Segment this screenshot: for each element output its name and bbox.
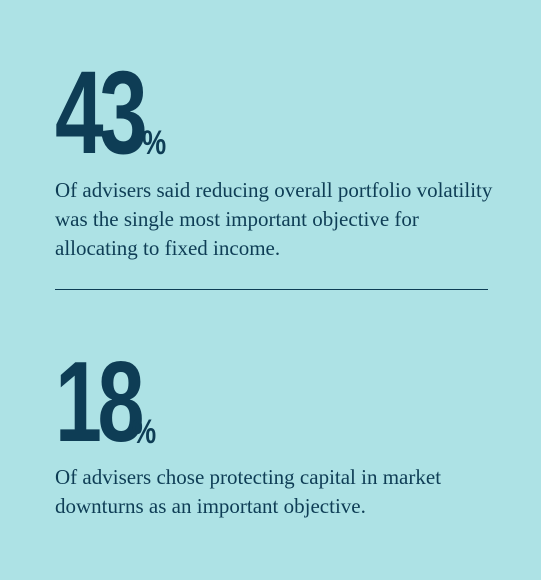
stat-figure: 43 % xyxy=(55,40,495,172)
divider xyxy=(55,289,488,290)
stat-number: 18 xyxy=(55,339,144,466)
stat-figure: 18 % xyxy=(55,333,495,460)
percent-sign: % xyxy=(131,413,156,451)
stat-description: Of advisers said reducing overall portfo… xyxy=(55,178,493,260)
stat-number: 43 xyxy=(55,47,148,179)
stat-description: Of advisers chose protecting capital in … xyxy=(55,465,442,518)
stat-block-volatility: 43 % Of advisers said reducing overall p… xyxy=(55,40,495,263)
stat-block-capital: 18 % Of advisers chose protecting capita… xyxy=(55,333,495,521)
percent-sign: % xyxy=(142,124,167,162)
